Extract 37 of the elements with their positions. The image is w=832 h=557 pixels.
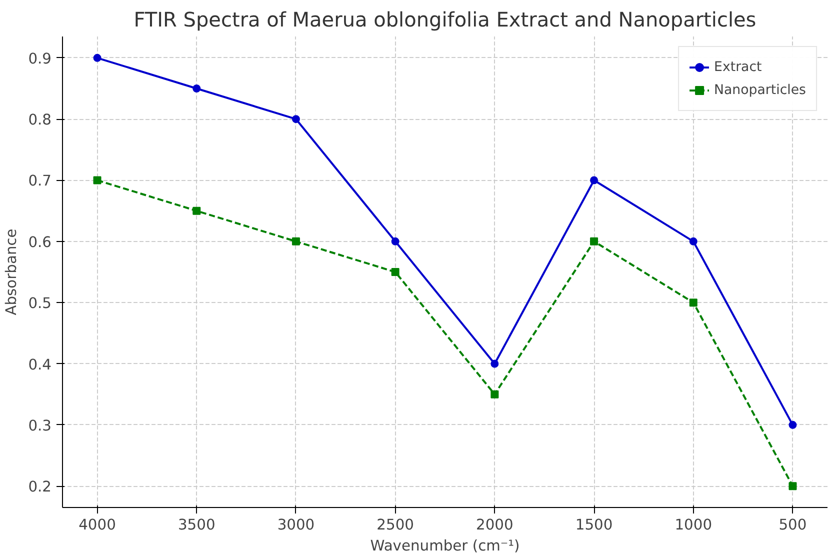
x-tick-label: 3000 [277, 516, 315, 534]
point [292, 237, 300, 246]
point [788, 420, 797, 429]
y-tick-label: 0.5 [28, 295, 52, 312]
y-tick-label: 0.9 [28, 50, 52, 68]
y-axis-title: Absorbance [3, 228, 20, 316]
point [689, 237, 698, 246]
y-tick-label: 0.8 [28, 112, 52, 129]
y-tick-label: 0.3 [28, 417, 52, 434]
point [590, 237, 598, 246]
x-tick-label: 1000 [674, 516, 712, 534]
chart-title: FTIR Spectra of Maerua oblongifolia Extract and Nanoparticles [134, 8, 756, 32]
point [192, 206, 201, 215]
point [689, 298, 698, 307]
point [788, 482, 797, 490]
x-tick-label: 2000 [476, 516, 514, 534]
point [391, 237, 400, 246]
legend-label: Extract [714, 60, 762, 74]
x-tick-label: 500 [778, 516, 807, 534]
point [490, 360, 499, 368]
point [590, 176, 598, 184]
legend-label: Nanoparticles [714, 82, 806, 98]
point [292, 115, 300, 124]
x-tick-label: 4000 [78, 516, 116, 534]
y-tick-label: 0.6 [28, 234, 52, 251]
y-tick-label: 0.4 [28, 356, 52, 374]
point [391, 268, 400, 276]
point [192, 84, 201, 92]
y-tick-label: 0.7 [28, 172, 52, 190]
x-tick-label: 2500 [376, 516, 414, 534]
point [93, 54, 102, 62]
y-tick-label: 0.2 [28, 478, 52, 496]
x-axis-title: Wavenumber (cm⁻¹) [370, 538, 520, 554]
x-tick-label: 1500 [575, 516, 613, 534]
point [490, 390, 499, 398]
x-tick-label: 3500 [178, 516, 216, 534]
point [93, 176, 102, 184]
